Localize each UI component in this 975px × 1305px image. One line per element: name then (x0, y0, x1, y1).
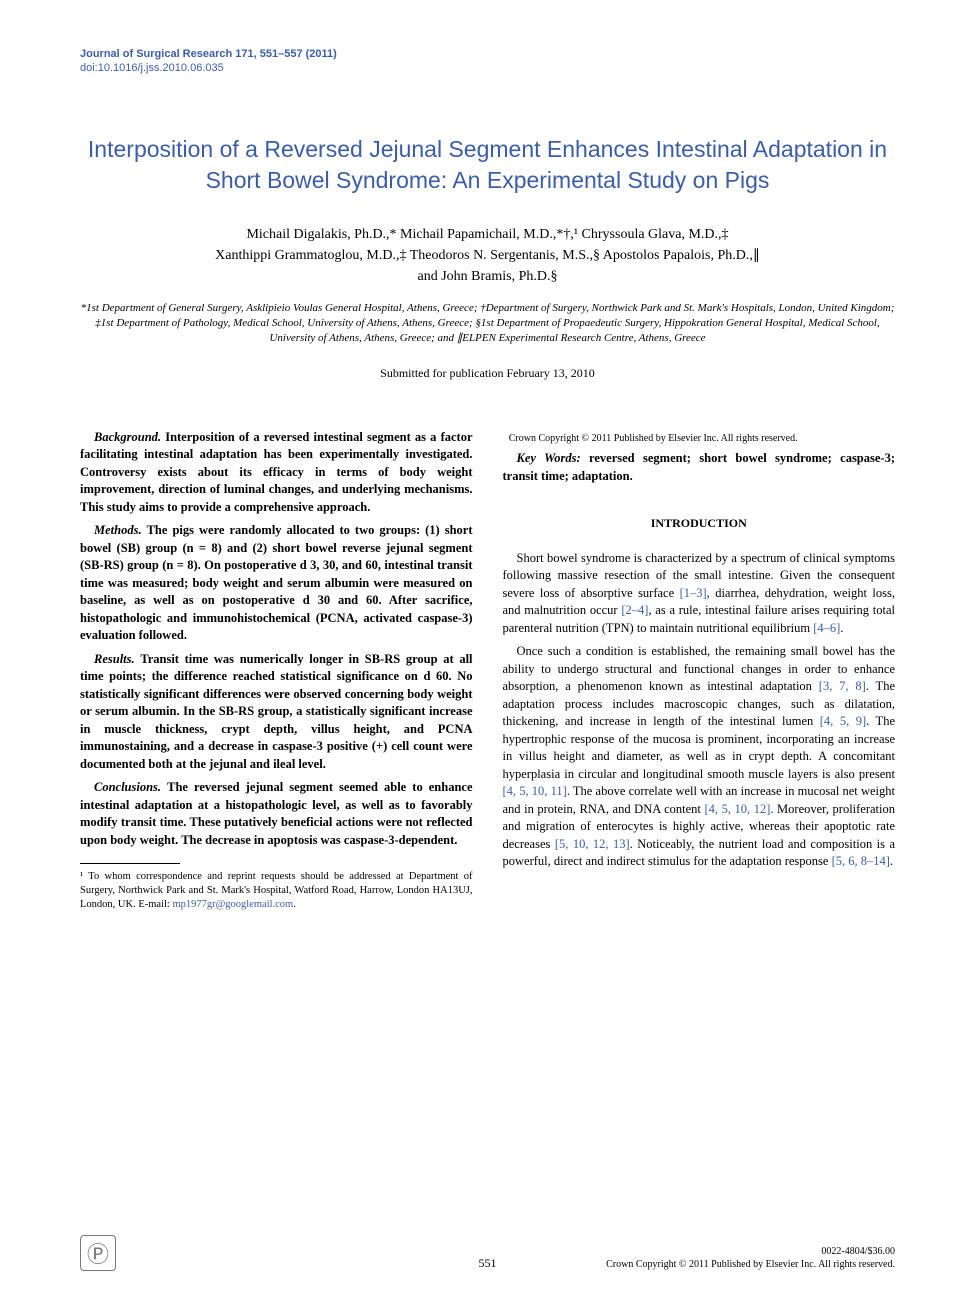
citation-link[interactable]: [5, 10, 12, 13] (555, 837, 630, 851)
citation-link[interactable]: [4–6] (813, 621, 840, 635)
authors-line-1: Michail Digalakis, Ph.D.,* Michail Papam… (80, 224, 895, 245)
footnote-rule (80, 863, 180, 864)
publisher-logo-icon: Ⓟ (80, 1235, 116, 1271)
citation-link[interactable]: [2–4] (621, 603, 648, 617)
intro-paragraph-1: Short bowel syndrome is characterized by… (503, 550, 896, 638)
abstract-results: Results. Transit time was numerically lo… (80, 651, 473, 774)
abstract-copyright: Crown Copyright © 2011 Published by Else… (509, 433, 798, 444)
abstract-background: Background. Interposition of a reversed … (80, 429, 473, 517)
footer-right: 0022-4804/$36.00 Crown Copyright © 2011 … (606, 1245, 895, 1271)
conclusions-tail (503, 430, 506, 444)
introduction-heading: INTRODUCTION (503, 515, 896, 532)
citation-link[interactable]: [4, 5, 10, 11] (503, 784, 567, 798)
abstract-results-label: Results. (94, 652, 135, 666)
submitted-date: Submitted for publication February 13, 2… (80, 366, 895, 381)
intro-p2-g: . (890, 854, 893, 868)
authors-line-3: and John Bramis, Ph.D.§ (80, 266, 895, 287)
keywords: Key Words: reversed segment; short bowel… (503, 450, 896, 485)
doi: doi:10.1016/j.jss.2010.06.035 (80, 62, 895, 74)
abstract-conclusions-continued: Crown Copyright © 2011 Published by Else… (503, 429, 896, 447)
footnote-email[interactable]: mp1977gr@googlemail.com (172, 899, 293, 910)
article-title: Interposition of a Reversed Jejunal Segm… (80, 134, 895, 196)
intro-paragraph-2: Once such a condition is established, th… (503, 643, 896, 871)
affiliations: *1st Department of General Surgery, Askl… (80, 301, 895, 346)
journal-citation: Journal of Surgical Research 171, 551–55… (80, 48, 895, 60)
footnote-tail: . (293, 899, 296, 910)
citation-link[interactable]: [3, 7, 8] (819, 679, 866, 693)
footer-copyright: Crown Copyright © 2011 Published by Else… (606, 1258, 895, 1271)
right-column: Crown Copyright © 2011 Published by Else… (503, 429, 896, 913)
left-column: Background. Interposition of a reversed … (80, 429, 473, 913)
citation-link[interactable]: [4, 5, 9] (820, 714, 866, 728)
corresponding-author-footnote: ¹ To whom correspondence and reprint req… (80, 870, 473, 913)
authors-block: Michail Digalakis, Ph.D.,* Michail Papam… (80, 224, 895, 287)
citation-link[interactable]: [4, 5, 10, 12] (704, 802, 770, 816)
authors-line-2: Xanthippi Grammatoglou, M.D.,‡ Theodoros… (80, 245, 895, 266)
citation-link[interactable]: [5, 6, 8–14] (832, 854, 890, 868)
keywords-label: Key Words: (517, 451, 581, 465)
intro-p1-d: . (840, 621, 843, 635)
citation-link[interactable]: [1–3] (680, 586, 707, 600)
page-footer: Ⓟ 0022-4804/$36.00 Crown Copyright © 201… (80, 1235, 895, 1271)
issn: 0022-4804/$36.00 (606, 1245, 895, 1258)
two-column-body: Background. Interposition of a reversed … (80, 429, 895, 913)
abstract-methods-label: Methods. (94, 523, 142, 537)
abstract-results-text: Transit time was numerically longer in S… (80, 652, 473, 771)
abstract-methods: Methods. The pigs were randomly allocate… (80, 522, 473, 645)
abstract-methods-text: The pigs were randomly allocated to two … (80, 523, 473, 642)
abstract-conclusions-label: Conclusions. (94, 780, 161, 794)
abstract-background-label: Background. (94, 430, 161, 444)
abstract-conclusions: Conclusions. The reversed jejunal segmen… (80, 779, 473, 849)
